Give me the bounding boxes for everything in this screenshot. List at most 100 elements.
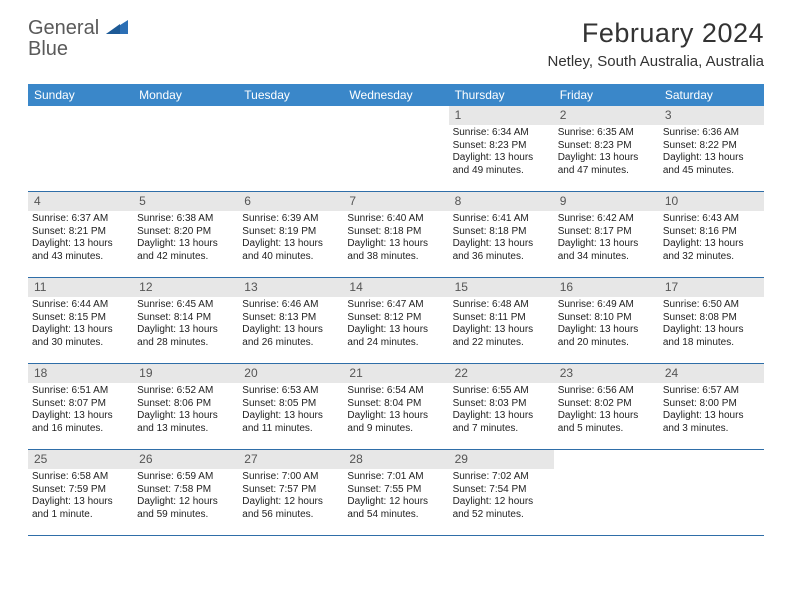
daylight-text: Daylight: 13 hours and 30 minutes. [32, 324, 129, 349]
sunrise-text: Sunrise: 6:34 AM [453, 127, 550, 140]
calendar-grid: ....1Sunrise: 6:34 AMSunset: 8:23 PMDayl… [28, 106, 764, 536]
sunrise-text: Sunrise: 6:43 AM [663, 213, 760, 226]
calendar-cell: 13Sunrise: 6:46 AMSunset: 8:13 PMDayligh… [238, 278, 343, 364]
day-details: Sunrise: 6:44 AMSunset: 8:15 PMDaylight:… [28, 297, 133, 353]
sunset-text: Sunset: 8:13 PM [242, 312, 339, 325]
sunrise-text: Sunrise: 6:36 AM [663, 127, 760, 140]
sunset-text: Sunset: 8:19 PM [242, 226, 339, 239]
day-number: 4 [28, 192, 133, 211]
day-number: 12 [133, 278, 238, 297]
day-number: 24 [659, 364, 764, 383]
day-number: 23 [554, 364, 659, 383]
day-number: 7 [343, 192, 448, 211]
calendar-cell: 20Sunrise: 6:53 AMSunset: 8:05 PMDayligh… [238, 364, 343, 450]
daylight-text: Daylight: 13 hours and 34 minutes. [558, 238, 655, 263]
daylight-text: Daylight: 13 hours and 13 minutes. [137, 410, 234, 435]
day-number: 26 [133, 450, 238, 469]
sunrise-text: Sunrise: 6:52 AM [137, 385, 234, 398]
weekday-header: Tuesday [238, 84, 343, 106]
sunset-text: Sunset: 8:10 PM [558, 312, 655, 325]
day-number: 6 [238, 192, 343, 211]
sunset-text: Sunset: 7:54 PM [453, 484, 550, 497]
day-number: 22 [449, 364, 554, 383]
logo-word-general: General [28, 17, 99, 39]
calendar-cell: 11Sunrise: 6:44 AMSunset: 8:15 PMDayligh… [28, 278, 133, 364]
day-details: Sunrise: 7:01 AMSunset: 7:55 PMDaylight:… [343, 469, 448, 525]
daylight-text: Daylight: 13 hours and 3 minutes. [663, 410, 760, 435]
calendar-cell: 7 Sunrise: 6:40 AMSunset: 8:18 PMDaylight… [343, 192, 448, 278]
day-details: Sunrise: 6:49 AMSunset: 8:10 PMDaylight:… [554, 297, 659, 353]
day-details: Sunrise: 6:36 AMSunset: 8:22 PMDaylight:… [659, 125, 764, 181]
calendar-cell: 17Sunrise: 6:50 AMSunset: 8:08 PMDayligh… [659, 278, 764, 364]
day-details: Sunrise: 7:00 AMSunset: 7:57 PMDaylight:… [238, 469, 343, 525]
sunrise-text: Sunrise: 7:00 AM [242, 471, 339, 484]
daylight-text: Daylight: 12 hours and 59 minutes. [137, 496, 234, 521]
sunrise-text: Sunrise: 6:35 AM [558, 127, 655, 140]
sunset-text: Sunset: 8:16 PM [663, 226, 760, 239]
weekday-header: Wednesday [343, 84, 448, 106]
daylight-text: Daylight: 12 hours and 52 minutes. [453, 496, 550, 521]
sunrise-text: Sunrise: 6:51 AM [32, 385, 129, 398]
calendar-cell-blank: . [133, 106, 238, 192]
day-details: Sunrise: 6:34 AMSunset: 8:23 PMDaylight:… [449, 125, 554, 181]
day-details: Sunrise: 6:56 AMSunset: 8:02 PMDaylight:… [554, 383, 659, 439]
calendar-cell: 21Sunrise: 6:54 AMSunset: 8:04 PMDayligh… [343, 364, 448, 450]
calendar-cell: 23Sunrise: 6:56 AMSunset: 8:02 PMDayligh… [554, 364, 659, 450]
day-details: Sunrise: 6:51 AMSunset: 8:07 PMDaylight:… [28, 383, 133, 439]
calendar-cell: 9Sunrise: 6:42 AMSunset: 8:17 PMDaylight… [554, 192, 659, 278]
weekday-header: Friday [554, 84, 659, 106]
calendar-cell: 12Sunrise: 6:45 AMSunset: 8:14 PMDayligh… [133, 278, 238, 364]
sunset-text: Sunset: 8:00 PM [663, 398, 760, 411]
daylight-text: Daylight: 13 hours and 38 minutes. [347, 238, 444, 263]
sunrise-text: Sunrise: 7:01 AM [347, 471, 444, 484]
daylight-text: Daylight: 13 hours and 5 minutes. [558, 410, 655, 435]
logo-text: General Blue [28, 18, 128, 60]
daylight-text: Daylight: 13 hours and 26 minutes. [242, 324, 339, 349]
day-details: Sunrise: 6:50 AMSunset: 8:08 PMDaylight:… [659, 297, 764, 353]
sunset-text: Sunset: 8:12 PM [347, 312, 444, 325]
day-number: 17 [659, 278, 764, 297]
sunset-text: Sunset: 8:14 PM [137, 312, 234, 325]
day-details: Sunrise: 6:58 AMSunset: 7:59 PMDaylight:… [28, 469, 133, 525]
day-number: 19 [133, 364, 238, 383]
brand-logo: General Blue [28, 18, 128, 60]
logo-word-blue: Blue [28, 38, 68, 60]
location-subtitle: Netley, South Australia, Australia [547, 53, 764, 70]
day-details: Sunrise: 6:41 AMSunset: 8:18 PMDaylight:… [449, 211, 554, 267]
calendar-cell: 29Sunrise: 7:02 AMSunset: 7:54 PMDayligh… [449, 450, 554, 536]
weekday-header: Monday [133, 84, 238, 106]
day-details: Sunrise: 6:37 AMSunset: 8:21 PMDaylight:… [28, 211, 133, 267]
sunset-text: Sunset: 8:05 PM [242, 398, 339, 411]
sunset-text: Sunset: 8:18 PM [347, 226, 444, 239]
sunset-text: Sunset: 7:57 PM [242, 484, 339, 497]
sunrise-text: Sunrise: 6:40 AM [347, 213, 444, 226]
day-details: Sunrise: 6:42 AMSunset: 8:17 PMDaylight:… [554, 211, 659, 267]
sunset-text: Sunset: 8:23 PM [453, 140, 550, 153]
sunrise-text: Sunrise: 6:57 AM [663, 385, 760, 398]
logo-triangle-icon [106, 21, 128, 38]
daylight-text: Daylight: 13 hours and 16 minutes. [32, 410, 129, 435]
day-details: Sunrise: 6:43 AMSunset: 8:16 PMDaylight:… [659, 211, 764, 267]
day-number: 18 [28, 364, 133, 383]
calendar-cell: 2Sunrise: 6:35 AMSunset: 8:23 PMDaylight… [554, 106, 659, 192]
daylight-text: Daylight: 12 hours and 56 minutes. [242, 496, 339, 521]
daylight-text: Daylight: 13 hours and 22 minutes. [453, 324, 550, 349]
sunset-text: Sunset: 8:23 PM [558, 140, 655, 153]
daylight-text: Daylight: 13 hours and 24 minutes. [347, 324, 444, 349]
sunset-text: Sunset: 8:07 PM [32, 398, 129, 411]
day-number: 29 [449, 450, 554, 469]
day-details: Sunrise: 6:53 AMSunset: 8:05 PMDaylight:… [238, 383, 343, 439]
calendar-cell: 22Sunrise: 6:55 AMSunset: 8:03 PMDayligh… [449, 364, 554, 450]
daylight-text: Daylight: 13 hours and 45 minutes. [663, 152, 760, 177]
sunset-text: Sunset: 8:03 PM [453, 398, 550, 411]
sunrise-text: Sunrise: 6:44 AM [32, 299, 129, 312]
weekday-header: Saturday [659, 84, 764, 106]
day-number: 16 [554, 278, 659, 297]
daylight-text: Daylight: 13 hours and 28 minutes. [137, 324, 234, 349]
calendar-cell: 26Sunrise: 6:59 AMSunset: 7:58 PMDayligh… [133, 450, 238, 536]
day-number: 9 [554, 192, 659, 211]
daylight-text: Daylight: 13 hours and 32 minutes. [663, 238, 760, 263]
sunset-text: Sunset: 8:22 PM [663, 140, 760, 153]
calendar-cell: 3Sunrise: 6:36 AMSunset: 8:22 PMDaylight… [659, 106, 764, 192]
sunrise-text: Sunrise: 6:56 AM [558, 385, 655, 398]
